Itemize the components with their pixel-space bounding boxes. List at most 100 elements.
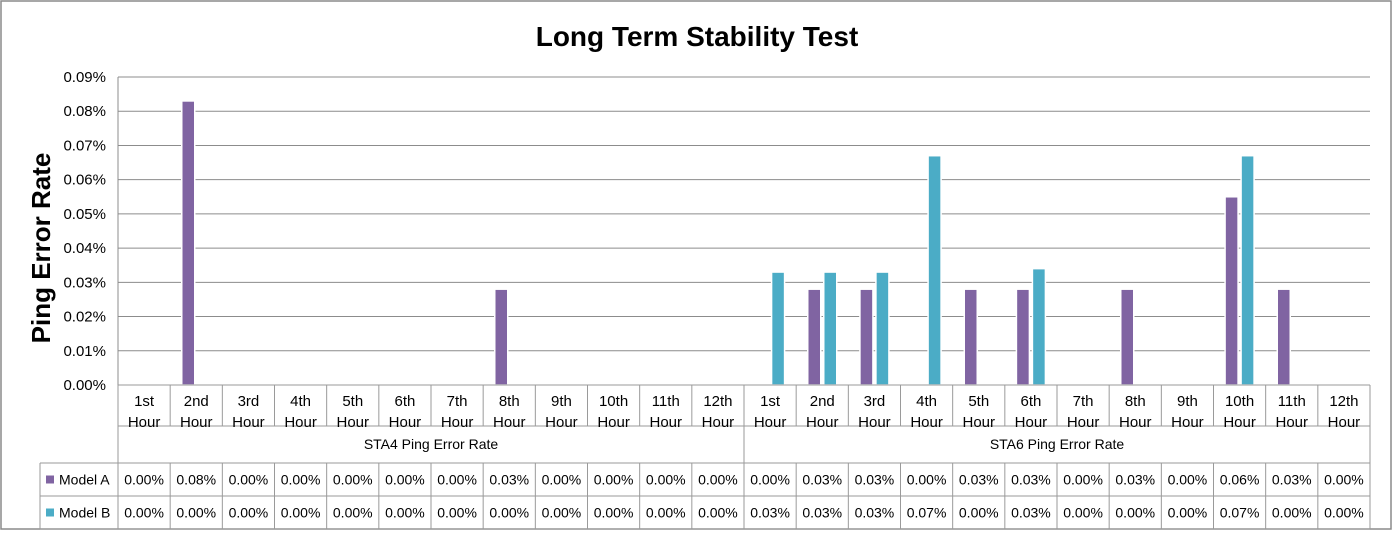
bar-model-b	[1031, 267, 1047, 386]
data-label: 0.03%	[959, 472, 999, 488]
y-tick-label: 0.09%	[63, 69, 106, 86]
gridlines	[117, 76, 1370, 386]
data-label: 0.03%	[1011, 505, 1051, 521]
legend-entry: Model B	[59, 505, 110, 521]
data-label: 0.00%	[229, 505, 269, 521]
x-tick-label: 10th	[1225, 393, 1254, 410]
legend-key	[46, 508, 54, 517]
data-label: 0.03%	[802, 472, 842, 488]
data-label: 0.00%	[281, 505, 321, 521]
x-tick-label: Hour	[649, 414, 682, 431]
data-label: 0.00%	[281, 472, 321, 488]
x-tick-label: 11th	[1278, 393, 1306, 410]
data-label: 0.00%	[646, 505, 686, 521]
y-tick-label: 0.01%	[63, 343, 106, 360]
data-label: 0.00%	[542, 472, 582, 488]
data-label: 0.00%	[959, 505, 999, 521]
bar-model-a	[181, 100, 196, 386]
data-label: 0.00%	[124, 505, 164, 521]
y-tick-label: 0.05%	[63, 206, 106, 223]
x-tick-label: 2nd	[184, 393, 209, 410]
data-table: 1st Hour 2nd Hour 3rd Hour 4th Hour 5th Hour 6th Ho…	[39, 384, 1371, 530]
data-label: 0.03%	[855, 472, 895, 488]
x-tick-label: 1st	[134, 393, 155, 410]
x-tick-label: 4th	[916, 393, 937, 410]
x-tick-label: Hour	[1275, 414, 1308, 431]
x-tick-label: Hour	[597, 414, 630, 431]
data-label: 0.07%	[907, 505, 947, 521]
data-label: 0.00%	[646, 472, 686, 488]
data-label: 0.00%	[437, 472, 477, 488]
bar-model-a	[494, 288, 509, 386]
x-tick-label: Hour	[806, 414, 839, 431]
x-tick-label: Hour	[910, 414, 943, 431]
data-label: 0.00%	[542, 505, 582, 521]
x-tick-label: Hour	[858, 414, 891, 431]
y-tick-label: 0.00%	[63, 377, 106, 394]
data-label: 0.00%	[1115, 505, 1155, 521]
data-label: 0.03%	[489, 472, 529, 488]
y-tick-label: 0.08%	[63, 103, 106, 120]
bar-model-a	[1276, 288, 1291, 386]
x-tick-label: 9th	[551, 393, 572, 410]
bars	[181, 100, 1291, 386]
data-label: 0.00%	[1324, 505, 1364, 521]
y-tick-label: 0.04%	[63, 240, 106, 257]
x-tick-label: Hour	[493, 414, 526, 431]
bar-model-a	[1224, 196, 1239, 386]
x-tick-label: Hour	[128, 414, 161, 431]
group-label: STA4 Ping Error Rate	[364, 436, 499, 452]
x-tick-label: 4th	[290, 393, 311, 410]
data-label: 0.00%	[333, 472, 373, 488]
legend-key	[46, 475, 54, 484]
x-tick-label: 6th	[394, 393, 415, 410]
bar-model-a	[1120, 288, 1135, 386]
x-tick-label: 7th	[1073, 393, 1094, 410]
y-tick-label: 0.07%	[63, 137, 106, 154]
x-tick-label: Hour	[962, 414, 995, 431]
bar-model-b	[770, 271, 786, 386]
data-label: 0.00%	[1324, 472, 1364, 488]
x-tick-label: 6th	[1020, 393, 1041, 410]
data-label: 0.03%	[855, 505, 895, 521]
bar-model-b	[823, 271, 838, 386]
x-tick-label: Hour	[389, 414, 422, 431]
data-label: 0.00%	[385, 472, 425, 488]
y-axis-label: Ping Error Rate	[26, 153, 56, 344]
data-label: 0.03%	[1011, 472, 1051, 488]
data-label: 0.03%	[750, 505, 790, 521]
data-label: 0.03%	[1115, 472, 1155, 488]
data-label: 0.00%	[176, 505, 216, 521]
y-tick-labels: 0.00% 0.01% 0.02% 0.03% 0.04% 0.05% 0.06% 0.07%…	[63, 69, 106, 394]
x-tick-label: 3rd	[864, 393, 886, 410]
x-tick-label: 7th	[447, 393, 468, 410]
data-label: 0.00%	[750, 472, 790, 488]
bar-model-b	[1240, 154, 1255, 386]
x-tick-label: 2nd	[810, 393, 835, 410]
x-tick-label: 1st	[760, 393, 781, 410]
x-tick-label: Hour	[1015, 414, 1048, 431]
x-tick-label: 8th	[1125, 393, 1146, 410]
data-label: 0.00%	[1168, 472, 1208, 488]
x-tick-label: Hour	[284, 414, 317, 431]
bar-model-a	[963, 288, 978, 386]
data-label: 0.06%	[1220, 472, 1260, 488]
data-label: 0.07%	[1220, 505, 1260, 521]
data-label: 0.03%	[802, 505, 842, 521]
x-tick-label: 8th	[499, 393, 520, 410]
x-tick-label: 12th	[1329, 393, 1358, 410]
data-label: 0.08%	[176, 472, 216, 488]
bar-model-a	[807, 288, 822, 386]
bar-model-b	[875, 271, 890, 386]
x-tick-label: Hour	[702, 414, 735, 431]
data-label: 0.00%	[594, 505, 634, 521]
data-label: 0.00%	[124, 472, 164, 488]
data-label: 0.03%	[1272, 472, 1312, 488]
x-tick-label: Hour	[1067, 414, 1100, 431]
bar-model-a	[1015, 288, 1031, 386]
y-tick-label: 0.03%	[63, 274, 106, 291]
chart-title: Long Term Stability Test	[536, 21, 859, 52]
bar-model-a	[859, 288, 874, 386]
data-label: 0.00%	[594, 472, 634, 488]
